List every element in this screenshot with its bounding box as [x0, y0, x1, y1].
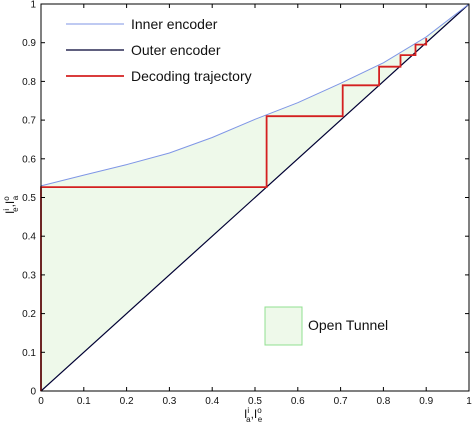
y-axis-label-sub: e: [11, 207, 20, 212]
x-tick-label: 0.5: [248, 396, 262, 407]
x-tick-label: 0.4: [205, 396, 219, 407]
x-tick-label: 0.7: [334, 396, 348, 407]
outer-encoder-line: [40, 3, 470, 392]
x-tick-label: 0.1: [77, 396, 91, 407]
y-tick-label: 0.9: [22, 38, 36, 49]
y-tick-label: 0.4: [22, 232, 36, 243]
open-tunnel-label: Open Tunnel: [308, 317, 388, 333]
x-axis-label-sup2: o: [257, 406, 262, 415]
x-axis-label-sub: a: [246, 415, 251, 423]
y-tick-label: 1: [30, 0, 36, 11]
y-axis-label-sep: ,: [3, 204, 17, 207]
y-axis-label-sup: i: [2, 209, 11, 211]
y-axis-label-sup2: o: [2, 196, 11, 201]
y-axis-label-sub2: a: [11, 195, 20, 200]
open-tunnel-swatch: [264, 306, 303, 346]
inner-encoder-line: [40, 3, 470, 187]
x-axis-label-sep: ,: [251, 407, 254, 421]
y-axis-ticks: 0 0.1 0.2 0.3 0.4 0.5 0.6 0.7 0.8 0.9 1: [22, 0, 469, 398]
y-axis-label-base2: I: [3, 201, 17, 204]
y-tick-label: 0.6: [22, 154, 36, 165]
legend-label-outer-encoder: Outer encoder: [131, 42, 221, 58]
x-axis-label: Ii a,Io e: [244, 406, 263, 423]
x-tick-label: 1: [466, 396, 472, 407]
x-tick-label: 0.6: [291, 396, 305, 407]
y-tick-label: 0.8: [22, 77, 36, 88]
x-axis-label-sub2: e: [258, 415, 263, 423]
y-tick-label: 0.2: [22, 309, 36, 320]
x-tick-label: 0.9: [419, 396, 433, 407]
x-axis-label-sup: i: [247, 406, 249, 415]
x-axis-label-base2: I: [254, 407, 257, 421]
y-tick-label: 0.7: [22, 116, 36, 127]
x-tick-label: 0.2: [120, 396, 134, 407]
legend-label-inner-encoder: Inner encoder: [131, 16, 218, 32]
y-axis-label-base: I: [3, 211, 17, 214]
y-tick-label: 0.3: [22, 270, 36, 281]
legend: Inner encoder Outer encoder Decoding tra…: [66, 16, 252, 84]
y-tick-label: 0.5: [22, 193, 36, 204]
y-tick-label: 0.1: [22, 348, 36, 359]
x-axis-ticks: 0 0.1 0.2 0.3 0.4 0.5 0.6 0.7 0.8 0.9 1: [38, 4, 472, 407]
y-tick-label: 0: [30, 387, 36, 398]
x-axis-label-base: I: [244, 407, 247, 421]
x-tick-label: 0: [38, 396, 44, 407]
x-tick-label: 0.3: [162, 396, 176, 407]
legend-label-decoding-trajectory: Decoding trajectory: [131, 68, 252, 84]
x-tick-label: 0.8: [376, 396, 390, 407]
y-axis-label: Iie,Ioa: [2, 195, 20, 214]
decoding-trajectory-line: [40, 38, 428, 391]
